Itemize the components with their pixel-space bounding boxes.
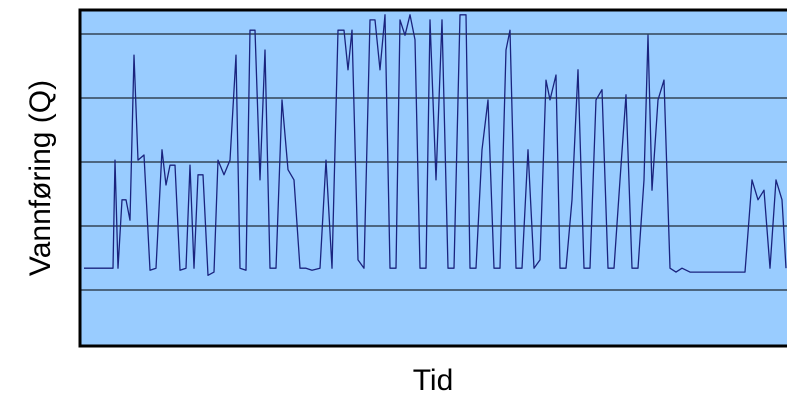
x-axis-label: Tid	[413, 364, 454, 397]
y-axis-label: Vannføring (Q)	[24, 80, 57, 276]
plot-border	[78, 8, 787, 348]
data-line	[84, 14, 787, 276]
plot-area	[80, 10, 787, 346]
